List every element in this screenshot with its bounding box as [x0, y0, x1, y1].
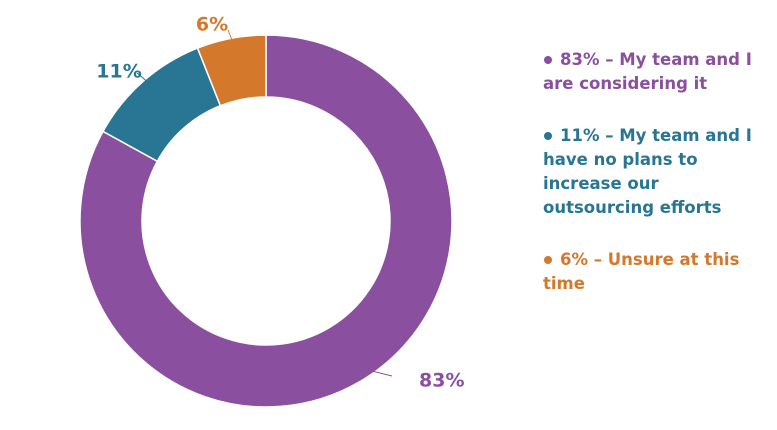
leader-line-no-plans: [136, 72, 151, 85]
slice-labels: 83% 11% 6%: [96, 14, 464, 392]
legend: 83% – My team and I are considering it 1…: [543, 48, 771, 324]
donut-slices: [79, 34, 453, 408]
legend-item-unsure: 6% – Unsure at this time: [543, 248, 771, 296]
slice-considering: [79, 34, 453, 408]
legend-text-unsure: 6% – Unsure at this time: [543, 250, 740, 293]
legend-dot-considering: [544, 55, 552, 64]
leader-line-unsure: [227, 29, 233, 41]
slice-label-no-plans: 11%: [96, 61, 141, 83]
legend-item-considering: 83% – My team and I are considering it: [543, 48, 771, 96]
slice-unsure: [196, 34, 267, 107]
legend-text-no-plans: 11% – My team and I have no plans to inc…: [543, 126, 752, 217]
label-leader-lines: [136, 29, 393, 377]
legend-dot-no-plans: [544, 131, 552, 140]
legend-text-considering: 83% – My team and I are considering it: [543, 50, 752, 93]
legend-item-no-plans: 11% – My team and I have no plans to inc…: [543, 124, 771, 220]
leader-line-considering: [371, 370, 393, 377]
slice-label-considering: 83%: [419, 370, 464, 392]
legend-dot-unsure: [544, 255, 552, 264]
slice-label-unsure: 6%: [196, 14, 228, 36]
